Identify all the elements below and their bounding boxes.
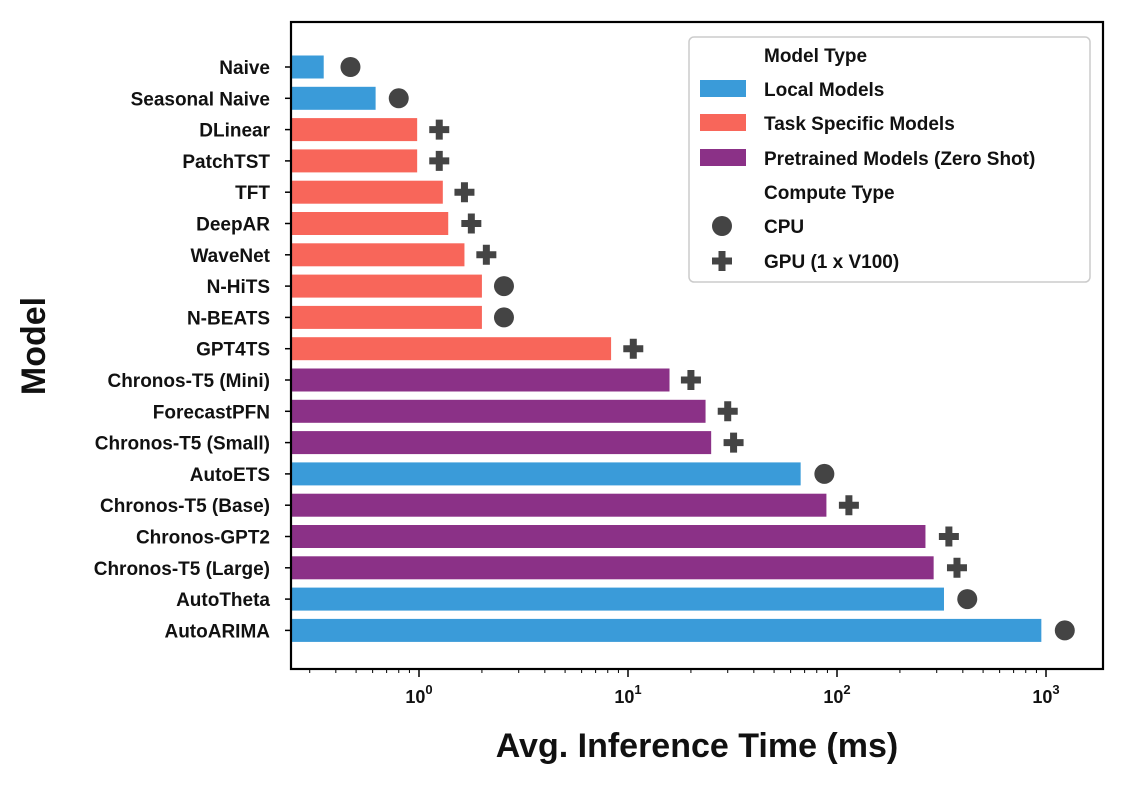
ytick-label-wavenet: WaveNet <box>190 246 270 267</box>
gpu-marker-tft <box>454 182 475 203</box>
cpu-marker-seasonal-naive <box>388 88 409 109</box>
gpu-marker-chronos-t5-small <box>723 432 744 453</box>
legend-label-task: Task Specific Models <box>764 114 955 135</box>
bar-chronos-t5-mini <box>291 368 670 392</box>
legend-title-compute-type: Compute Type <box>764 183 895 204</box>
y-axis-ticks: Naive Seasonal Naive DLinear PatchTST TFT Dee… <box>94 58 291 642</box>
ytick-label-autoarima: AutoARIMA <box>164 621 270 642</box>
bar-autotheta <box>291 587 944 611</box>
gpu-marker-forecastpfn <box>717 401 738 422</box>
cpu-marker-autotheta <box>957 589 978 610</box>
bar-forecastpfn <box>291 399 706 423</box>
bar-wavenet <box>291 243 465 267</box>
legend-frame <box>688 36 1091 283</box>
x-axis-ticks: 100 101 102 103 <box>309 669 1060 707</box>
gpu-marker-wavenet <box>476 244 497 265</box>
xtick-label-1000: 103 <box>1032 682 1059 707</box>
ytick-label-chronos-t5-mini: Chronos-T5 (Mini) <box>107 371 270 392</box>
bars-layer <box>291 55 1042 642</box>
ytick-label-naive: Naive <box>219 58 270 79</box>
bar-autoarima <box>291 618 1042 642</box>
bar-chronos-t5-large <box>291 556 934 580</box>
bar-patchtst <box>291 149 418 173</box>
ytick-label-n-hits: N-HiTS <box>207 277 270 298</box>
legend-cpu-marker-icon <box>712 216 732 236</box>
y-axis-title: Model <box>15 297 53 395</box>
ytick-label-deepar: DeepAR <box>196 215 270 236</box>
gpu-marker-chronos-t5-base <box>838 495 859 516</box>
legend-swatch-pretrained <box>700 149 746 166</box>
legend-label-local: Local Models <box>764 80 884 101</box>
gpu-marker-chronos-gpt2 <box>938 526 959 547</box>
x-axis-title: Avg. Inference Time (ms) <box>496 727 898 765</box>
ytick-label-gpt4ts: GPT4TS <box>196 340 270 361</box>
gpu-marker-patchtst <box>429 150 450 171</box>
gpu-marker-deepar <box>461 213 482 234</box>
gpu-marker-chronos-t5-mini <box>680 370 701 390</box>
cpu-marker-autoets <box>814 463 835 484</box>
ytick-label-dlinear: DLinear <box>199 121 270 142</box>
bar-chronos-gpt2 <box>291 525 926 548</box>
cpu-marker-n-beats <box>493 307 514 328</box>
gpu-marker-gpt4ts <box>623 338 644 359</box>
xtick-label-100: 102 <box>823 682 850 707</box>
legend-label-cpu: CPU <box>764 217 804 238</box>
legend-title-model-type: Model Type <box>764 46 867 67</box>
legend-swatch-task <box>700 114 746 131</box>
legend-swatch-local <box>700 80 746 97</box>
bar-n-hits <box>291 274 482 298</box>
bar-gpt4ts <box>291 337 612 361</box>
cpu-marker-naive <box>340 57 361 77</box>
plot-frame <box>289 20 1105 671</box>
ytick-label-forecastpfn: ForecastPFN <box>153 402 270 423</box>
ytick-label-seasonal-naive: Seasonal Naive <box>131 89 270 110</box>
bar-n-beats <box>291 305 482 329</box>
bar-seasonal-naive <box>291 86 376 110</box>
legend-label-pretrained: Pretrained Models (Zero Shot) <box>764 149 1035 170</box>
bar-dlinear <box>291 118 418 142</box>
bar-chronos-t5-base <box>291 493 827 517</box>
legend-label-gpu: GPU (1 x V100) <box>764 252 899 273</box>
markers-layer <box>340 57 1075 641</box>
ytick-label-patchtst: PatchTST <box>182 152 270 173</box>
gpu-marker-chronos-t5-large <box>946 557 967 578</box>
ytick-label-n-beats: N-BEATS <box>187 308 270 329</box>
bar-deepar <box>291 212 449 235</box>
cpu-marker-n-hits <box>493 276 514 297</box>
ytick-label-chronos-t5-large: Chronos-T5 (Large) <box>94 559 270 580</box>
ytick-label-chronos-gpt2: Chronos-GPT2 <box>136 528 270 549</box>
xtick-label-1: 100 <box>405 682 432 707</box>
bar-autoets <box>291 462 801 486</box>
cpu-marker-autoarima <box>1054 620 1075 641</box>
ytick-label-autotheta: AutoTheta <box>176 590 270 611</box>
bar-chronos-t5-small <box>291 431 712 455</box>
bar-tft <box>291 180 443 204</box>
xtick-label-10: 101 <box>614 682 641 707</box>
gpu-marker-dlinear <box>429 119 450 140</box>
ytick-label-autoets: AutoETS <box>190 465 270 486</box>
bar-naive <box>291 55 324 79</box>
ytick-label-tft: TFT <box>235 183 270 204</box>
ytick-label-chronos-t5-base: Chronos-T5 (Base) <box>100 496 270 517</box>
legend: Model Type Local Models Task Specific Mo… <box>688 36 1091 283</box>
ytick-label-chronos-t5-small: Chronos-T5 (Small) <box>95 434 270 455</box>
legend-gpu-marker-icon <box>712 251 732 271</box>
